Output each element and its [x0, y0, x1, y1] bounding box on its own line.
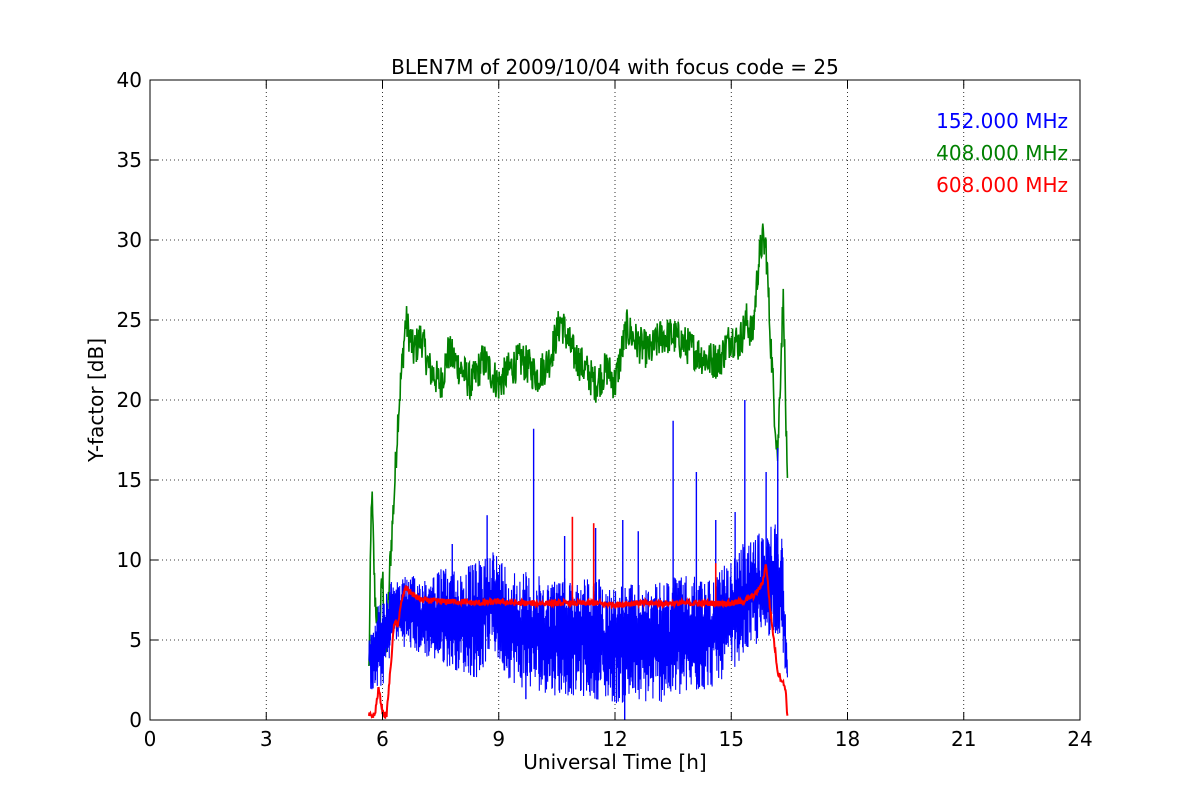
x-tick-label: 12: [602, 727, 627, 751]
series-608-000-mhz: [367, 516, 789, 720]
y-tick-label: 20: [117, 388, 142, 412]
y-axis-label: Y-factor [dB]: [84, 338, 108, 463]
y-tick-label: 40: [117, 68, 142, 92]
y-tick-label: 30: [117, 228, 142, 252]
x-tick-label: 6: [376, 727, 389, 751]
x-tick-label: 0: [144, 727, 157, 751]
axis-ticks: 0 3 6 9 12 15 18 21 24 0 5 10 15 20 25 30 35 40: [117, 68, 1093, 751]
x-tick-label: 3: [260, 727, 273, 751]
y-tick-label: 5: [129, 628, 142, 652]
y-tick-label: 35: [117, 148, 142, 172]
legend: 152.000 MHz 408.000 MHz 608.000 MHz: [936, 109, 1068, 197]
y-tick-label: 25: [117, 308, 142, 332]
series-152-000-mhz: [368, 400, 788, 720]
series-layer: [367, 223, 789, 720]
y-tick-label: 10: [117, 548, 142, 572]
x-tick-label: 15: [719, 727, 744, 751]
chart-title: BLEN7M of 2009/10/04 with focus code = 2…: [391, 55, 839, 79]
series-line: [368, 524, 788, 704]
y-tick-label: 0: [129, 708, 142, 732]
legend-entry: 408.000 MHz: [936, 141, 1068, 165]
series-408-000-mhz: [368, 223, 789, 667]
x-tick-label: 9: [492, 727, 505, 751]
legend-entry: 608.000 MHz: [936, 173, 1068, 197]
x-axis-label: Universal Time [h]: [523, 750, 706, 774]
x-tick-label: 24: [1067, 727, 1092, 751]
y-tick-label: 15: [117, 468, 142, 492]
series-line: [367, 564, 789, 720]
series-line: [368, 223, 789, 667]
x-tick-label: 18: [835, 727, 860, 751]
legend-entry: 152.000 MHz: [936, 109, 1068, 133]
x-tick-label: 21: [951, 727, 976, 751]
